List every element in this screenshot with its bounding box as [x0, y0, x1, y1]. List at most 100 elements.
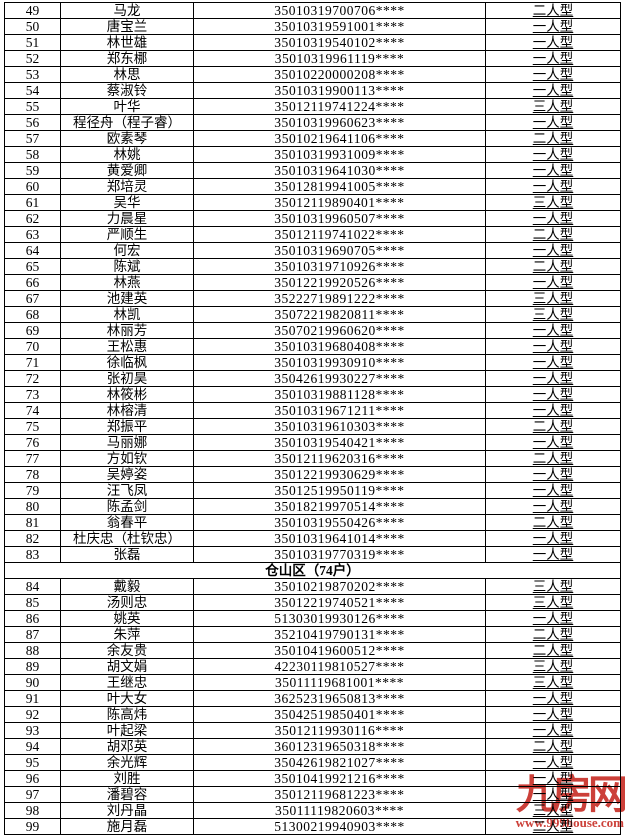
household-type: 三人型	[485, 658, 621, 675]
resident-name: 郑振平	[60, 418, 194, 435]
row-number: 62	[4, 210, 61, 227]
table-row: 80 陈孟剑 35018219970514**** 一人型	[4, 498, 621, 515]
household-type: 一人型	[485, 146, 621, 163]
id-number: 35010319550426****	[193, 514, 486, 531]
table-row: 72 张初昊 35042619930227**** 一人型	[4, 370, 621, 387]
id-number: 51303019930126****	[193, 610, 486, 627]
table-row: 56 程径舟（程子睿） 35010319960623**** 一人型	[4, 114, 621, 131]
household-type: 一人型	[485, 274, 621, 291]
table-row: 85 汤则忠 35012219740521**** 三人型	[4, 594, 621, 611]
row-number: 61	[4, 194, 61, 211]
table-row: 52 郑东梛 35010319961119**** 一人型	[4, 50, 621, 67]
resident-name: 杜庆忠（杜钦忠）	[60, 530, 194, 547]
row-number: 53	[4, 66, 61, 83]
household-type: 一人型	[485, 434, 621, 451]
row-number: 57	[4, 130, 61, 147]
household-type: 一人型	[485, 466, 621, 483]
table-row: 71 徐临枫 35010319930910**** 一人型	[4, 354, 621, 371]
table-row: 97 潘碧容 35012119681223**** 一人型	[4, 786, 621, 803]
document-sheet: 49 马龙 35010319700706**** 二人型 50 唐宝兰 3501031959…	[4, 2, 621, 835]
id-number: 35010319641030****	[193, 162, 486, 179]
table-row: 69 林丽芳 35070219960620**** 一人型	[4, 322, 621, 339]
table-row: 73 林筱彬 35010319881128**** 一人型	[4, 386, 621, 403]
household-type: 一人型	[485, 338, 621, 355]
resident-name: 叶起梁	[60, 722, 194, 739]
id-number: 35042519850401****	[193, 706, 486, 723]
id-number: 35012819941005****	[193, 178, 486, 195]
row-number: 93	[4, 722, 61, 739]
table-row: 87 朱萍 35210419790131**** 二人型	[4, 626, 621, 643]
resident-name: 徐临枫	[60, 354, 194, 371]
row-number: 69	[4, 322, 61, 339]
household-type: 一人型	[485, 786, 621, 803]
id-number: 35010319931009****	[193, 146, 486, 163]
id-number: 35012119741224****	[193, 98, 486, 115]
id-number: 35010319641014****	[193, 530, 486, 547]
row-number: 52	[4, 50, 61, 67]
resident-name: 郑培灵	[60, 178, 194, 195]
household-type: 一人型	[485, 242, 621, 259]
household-type: 二人型	[485, 626, 621, 643]
resident-name: 王继忠	[60, 674, 194, 691]
id-number: 35042619930227****	[193, 370, 486, 387]
table-row: 61 吴华 35012119890401**** 三人型	[4, 194, 621, 211]
household-type: 一人型	[485, 34, 621, 51]
id-number: 36252319650813****	[193, 690, 486, 707]
row-number: 63	[4, 226, 61, 243]
id-number: 35072219820811****	[193, 306, 486, 323]
table-row: 91 叶大女 36252319650813**** 一人型	[4, 690, 621, 707]
resident-name: 蔡淑铃	[60, 82, 194, 99]
household-type: 三人型	[485, 594, 621, 611]
household-type: 一人型	[485, 114, 621, 131]
row-number: 55	[4, 98, 61, 115]
household-type: 三人型	[485, 306, 621, 323]
resident-name: 胡邓英	[60, 738, 194, 755]
row-number: 83	[4, 546, 61, 563]
id-number: 35010219641106****	[193, 130, 486, 147]
id-number: 35010319540421****	[193, 434, 486, 451]
row-number: 99	[4, 818, 61, 835]
household-type: 一人型	[485, 210, 621, 227]
row-number: 72	[4, 370, 61, 387]
row-number: 84	[4, 578, 61, 595]
table-row: 76 马丽娜 35010319540421**** 一人型	[4, 434, 621, 451]
resident-name: 朱萍	[60, 626, 194, 643]
row-number: 86	[4, 610, 61, 627]
row-number: 96	[4, 770, 61, 787]
row-number: 79	[4, 482, 61, 499]
row-number: 58	[4, 146, 61, 163]
id-number: 35011119681001****	[193, 674, 486, 691]
household-type: 三人型	[485, 98, 621, 115]
household-type: 二人型	[485, 418, 621, 435]
resident-name: 林燕	[60, 274, 194, 291]
resident-name: 吴婷姿	[60, 466, 194, 483]
resident-name: 胡文娟	[60, 658, 194, 675]
id-number: 35012119890401****	[193, 194, 486, 211]
resident-name: 力晨星	[60, 210, 194, 227]
id-number: 35012519950119****	[193, 482, 486, 499]
id-number: 35010319690705****	[193, 242, 486, 259]
id-number: 35010319900113****	[193, 82, 486, 99]
household-type: 一人型	[485, 610, 621, 627]
household-type: 一人型	[485, 546, 621, 563]
table-row: 75 郑振平 35010319610303**** 二人型	[4, 418, 621, 435]
resident-name: 池建英	[60, 290, 194, 307]
id-number: 35042619821027****	[193, 754, 486, 771]
household-type: 二人型	[485, 738, 621, 755]
id-number: 35010419600512****	[193, 642, 486, 659]
row-number: 70	[4, 338, 61, 355]
household-type: 一人型	[485, 354, 621, 371]
table-row: 51 林世雄 35010319540102**** 一人型	[4, 34, 621, 51]
table-row: 93 叶起梁 35012119930116**** 一人型	[4, 722, 621, 739]
resident-name: 林丽芳	[60, 322, 194, 339]
row-number: 97	[4, 786, 61, 803]
resident-name: 姚英	[60, 610, 194, 627]
table-row: 95 余光辉 35042619821027**** 一人型	[4, 754, 621, 771]
table-row: 94 胡邓英 36012319650318**** 二人型	[4, 738, 621, 755]
id-number: 42230119810527****	[193, 658, 486, 675]
row-number: 90	[4, 674, 61, 691]
resident-name: 陈高炜	[60, 706, 194, 723]
household-type: 二人型	[485, 130, 621, 147]
table-row: 68 林凯 35072219820811**** 三人型	[4, 306, 621, 323]
row-number: 50	[4, 18, 61, 35]
